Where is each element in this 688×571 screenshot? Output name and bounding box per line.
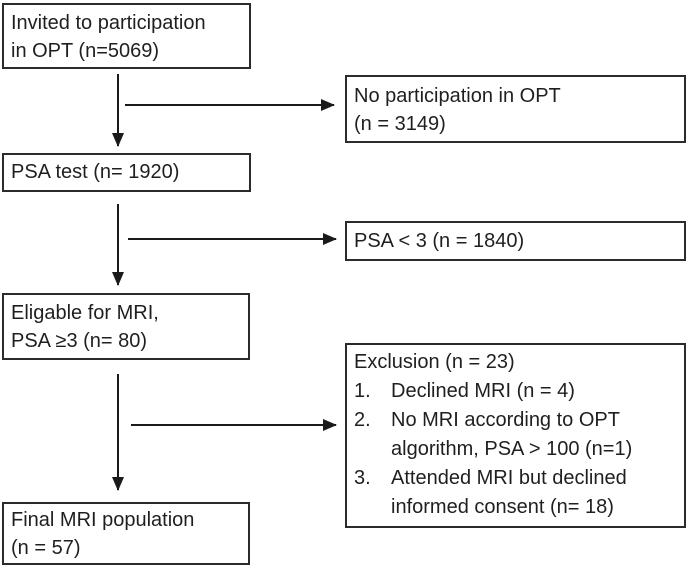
exclusion-item-2: 2. No MRI according to OPT algorithm, PS… xyxy=(354,406,676,464)
box-exclusion: Exclusion (n = 23) 1. Declined MRI (n = … xyxy=(345,343,686,528)
box-no-participation-line2: (n = 3149) xyxy=(354,113,446,135)
exclusion-item-3-number: 3. xyxy=(354,467,371,489)
box-psa-below-3: PSA < 3 (n = 1840) xyxy=(345,221,686,261)
exclusion-item-2-text: No MRI according to OPT algorithm, PSA >… xyxy=(391,409,633,460)
box-final-line2: (n = 57) xyxy=(11,537,81,559)
exclusion-title: Exclusion (n = 23) xyxy=(354,351,515,373)
box-no-participation-line1: No participation in OPT xyxy=(354,85,561,107)
box-no-participation: No participation in OPT (n = 3149) xyxy=(345,75,686,143)
box-invited-line2: in OPT (n=5069) xyxy=(11,40,160,62)
box-psa-below-3-line1: PSA < 3 (n = 1840) xyxy=(354,230,525,252)
box-eligible-line1: Eligable for MRI, xyxy=(11,302,159,324)
box-eligible-for-mri: Eligable for MRI, PSA ≥3 (n= 80) xyxy=(2,293,250,360)
exclusion-item-3-text: Attended MRI but declined informed conse… xyxy=(391,467,627,518)
box-eligible-line2: PSA ≥3 (n= 80) xyxy=(11,330,148,352)
box-invited-line1: Invited to participation xyxy=(11,12,206,34)
box-final-mri-population: Final MRI population (n = 57) xyxy=(2,502,250,565)
exclusion-item-1: 1. Declined MRI (n = 4) xyxy=(354,377,676,406)
box-final-line1: Final MRI population xyxy=(11,509,195,531)
exclusion-item-2-number: 2. xyxy=(354,409,371,431)
exclusion-item-1-number: 1. xyxy=(354,380,371,402)
box-psa-test: PSA test (n= 1920) xyxy=(2,153,251,192)
box-invited-to-participation: Invited to participation in OPT (n=5069) xyxy=(2,3,251,69)
exclusion-item-1-text: Declined MRI (n = 4) xyxy=(391,380,575,402)
exclusion-item-3: 3. Attended MRI but declined informed co… xyxy=(354,464,676,522)
box-psa-test-line1: PSA test (n= 1920) xyxy=(11,161,180,183)
